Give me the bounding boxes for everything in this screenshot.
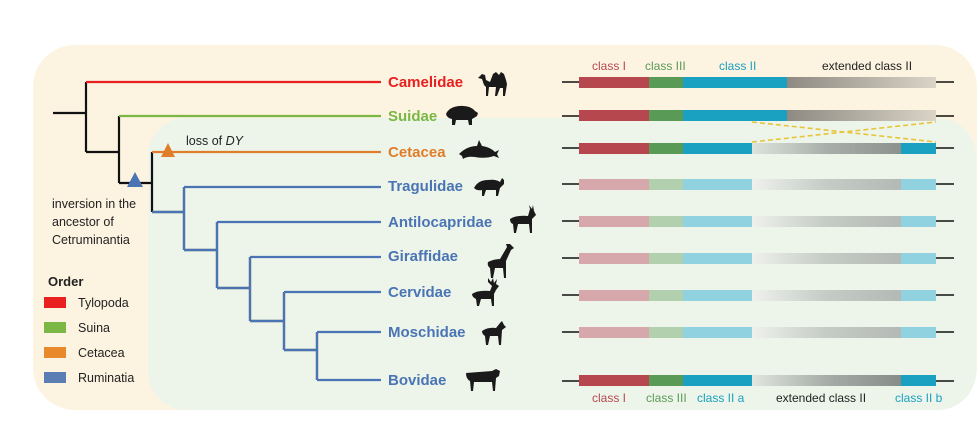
order-legend: Order Tylopoda Suina Cetacea Ruminatia xyxy=(44,274,134,385)
inversion-label-line-3: Cetruminantia xyxy=(52,233,130,247)
taxon-label-bovidae: Bovidae xyxy=(388,372,446,389)
track-bovidae xyxy=(562,375,954,386)
track-tragulidae xyxy=(562,179,954,190)
bottom-label-class-ii-a: class II a xyxy=(697,391,745,405)
track-suidae xyxy=(562,110,954,121)
dy-loss-prefix: loss of xyxy=(186,134,226,148)
segment-class-i xyxy=(579,77,649,88)
ruminatia-branches xyxy=(152,185,381,382)
track-moschidae xyxy=(562,327,954,338)
legend-swatch-tylopoda xyxy=(44,297,66,308)
dy-loss-marker xyxy=(161,143,175,157)
taxon-label-cetacea: Cetacea xyxy=(388,144,446,161)
legend-title: Order xyxy=(48,274,83,289)
top-label-class-ii: class II xyxy=(719,59,756,73)
bottom-label-class-iii: class III xyxy=(646,391,687,405)
taxon-label-suidae: Suidae xyxy=(388,108,437,125)
segment-class-iii xyxy=(649,77,683,88)
pig-icon xyxy=(446,105,478,125)
legend-label-tylopoda: Tylopoda xyxy=(78,296,129,310)
segment-class-ii xyxy=(683,77,787,88)
segment-class-ii xyxy=(683,110,787,121)
taxon-label-tragulidae: Tragulidae xyxy=(388,178,463,195)
segment-class-ii-b xyxy=(901,143,936,154)
top-label-class-iii: class III xyxy=(645,59,686,73)
dy-loss-label: loss of DY xyxy=(186,134,245,148)
legend-swatch-suina xyxy=(44,322,66,333)
segment-extended-class-ii xyxy=(787,77,936,88)
segment-class-iii xyxy=(649,143,683,154)
top-label-extended-class-ii: extended class II xyxy=(822,59,912,73)
taxon-label-moschidae: Moschidae xyxy=(388,324,466,341)
inversion-label-line-2: ancestor of xyxy=(52,215,114,229)
dolphin-icon xyxy=(459,140,499,159)
inversion-marker xyxy=(127,172,143,187)
segment-class-ii-a xyxy=(683,143,752,154)
inversion-label-line-1: inversion in the xyxy=(52,197,136,211)
inversion-crossing-lines xyxy=(751,121,937,143)
legend-swatch-ruminatia xyxy=(44,372,66,383)
segment-extended-class-ii xyxy=(752,143,901,154)
legend-label-ruminatia: Ruminatia xyxy=(78,371,134,385)
segment-class-i xyxy=(579,375,649,386)
cow-icon xyxy=(466,369,500,391)
track-antilocapridae xyxy=(562,216,954,227)
legend-label-suina: Suina xyxy=(78,321,110,335)
giraffe-icon xyxy=(487,244,514,278)
bottom-label-class-ii-b: class II b xyxy=(895,391,943,405)
mouse-deer-icon xyxy=(474,178,504,196)
segment-class-iii xyxy=(649,375,683,386)
track-giraffidae xyxy=(562,253,954,264)
bottom-label-extended-class-ii: extended class II xyxy=(776,391,866,405)
taxon-label-antilocapridae: Antilocapridae xyxy=(388,214,492,231)
track-camelidae xyxy=(562,77,954,88)
track-cetacea xyxy=(562,143,954,154)
track-cervidae xyxy=(562,290,954,301)
legend-label-cetacea: Cetacea xyxy=(78,346,125,360)
chromosome-tracks xyxy=(562,77,954,386)
legend-swatch-cetacea xyxy=(44,347,66,358)
taxon-label-cervidae: Cervidae xyxy=(388,284,451,301)
top-label-class-i: class I xyxy=(592,59,626,73)
deer-icon xyxy=(472,278,499,306)
segment-class-i xyxy=(579,143,649,154)
segment-class-i xyxy=(579,110,649,121)
musk-deer-icon xyxy=(482,321,506,345)
taxon-label-camelidae: Camelidae xyxy=(388,74,463,91)
animal-icons xyxy=(446,72,536,391)
segment-extended-class-ii xyxy=(787,110,936,121)
taxon-label-giraffidae: Giraffidae xyxy=(388,248,458,265)
phylogenetic-tree xyxy=(53,80,381,382)
segment-class-iii xyxy=(649,110,683,121)
segment-class-ii-a xyxy=(683,375,752,386)
segment-extended-class-ii xyxy=(752,375,901,386)
camel-icon xyxy=(478,72,507,96)
segment-class-ii-b xyxy=(901,375,936,386)
pronghorn-icon xyxy=(510,205,536,233)
bottom-label-class-i: class I xyxy=(592,391,626,405)
dy-gene-name: DY xyxy=(226,134,245,148)
